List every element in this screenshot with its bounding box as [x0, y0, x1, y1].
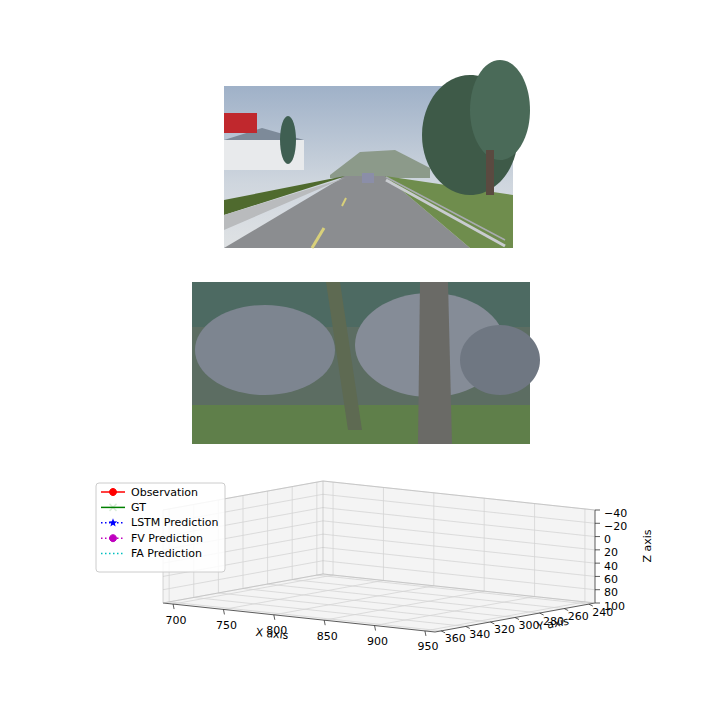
svg-text:950: 950	[417, 640, 438, 653]
svg-text:Y axis: Y axis	[535, 615, 570, 634]
svg-text:−20: −20	[604, 520, 627, 533]
svg-text:Z axis: Z axis	[641, 529, 654, 562]
svg-text:340: 340	[469, 628, 490, 641]
svg-text:320: 320	[494, 623, 515, 636]
svg-text:700: 700	[166, 614, 187, 627]
svg-text:80: 80	[604, 586, 618, 599]
svg-text:260: 260	[568, 610, 589, 623]
svg-text:850: 850	[317, 630, 338, 643]
svg-text:300: 300	[518, 619, 540, 632]
svg-text:LSTM Prediction: LSTM Prediction	[131, 516, 218, 529]
svg-text:360: 360	[445, 632, 466, 645]
svg-text:X axis: X axis	[255, 626, 289, 642]
svg-text:40: 40	[604, 560, 618, 573]
svg-text:GT: GT	[131, 501, 146, 514]
svg-text:60: 60	[604, 573, 618, 586]
svg-text:0: 0	[604, 533, 611, 546]
svg-text:−40: −40	[604, 507, 627, 520]
svg-text:FV Prediction: FV Prediction	[131, 532, 203, 545]
svg-text:100: 100	[604, 600, 625, 613]
svg-text:20: 20	[604, 546, 618, 559]
svg-text:900: 900	[367, 635, 388, 648]
svg-text:240: 240	[592, 605, 614, 619]
svg-text:750: 750	[216, 619, 237, 632]
svg-text:Observation: Observation	[131, 486, 198, 499]
svg-text:FA Prediction: FA Prediction	[131, 547, 202, 560]
